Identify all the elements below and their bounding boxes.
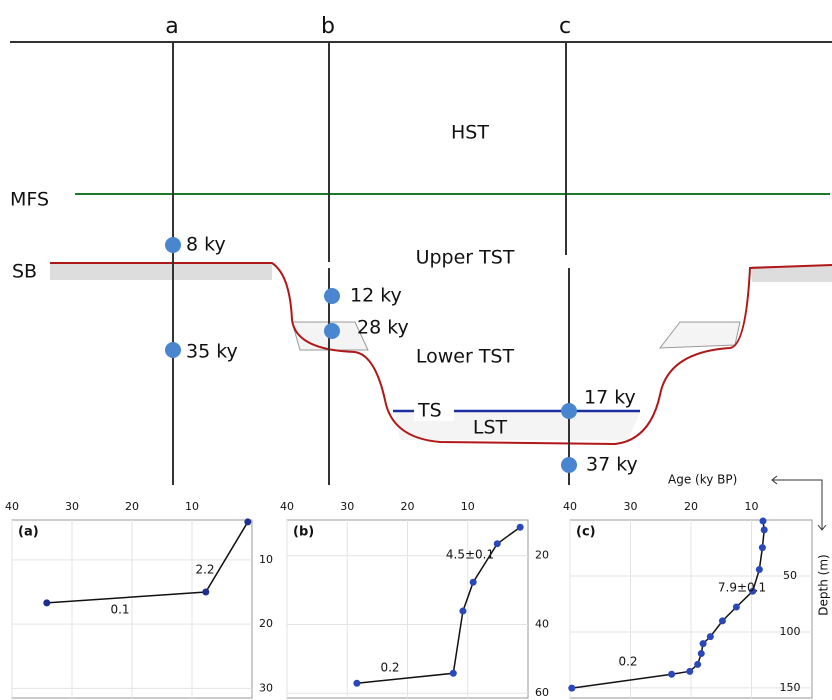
panel-label: (b) (293, 525, 314, 540)
surface-label: MFS (10, 189, 49, 211)
unit-label: Lower TST (416, 346, 515, 368)
x-tick-label: 10 (745, 500, 759, 513)
sample-age: 12 ky (350, 285, 402, 307)
age-point (759, 544, 766, 551)
y-tick-label: 10 (259, 553, 273, 566)
x-tick-label: 30 (65, 500, 79, 513)
x-tick-label: 30 (340, 500, 354, 513)
sample-age: 17 ky (584, 387, 636, 409)
rate-label: 4.5±0.1 (446, 548, 494, 562)
panel-label: (a) (18, 525, 39, 540)
age-point (494, 540, 501, 547)
age-point (686, 668, 693, 675)
rate-label: 0.2 (618, 655, 637, 669)
age-point (698, 650, 705, 657)
column-label: a (165, 14, 178, 39)
x-tick-label: 20 (401, 500, 415, 513)
rate-label: 0.2 (380, 661, 399, 675)
x-tick-label: 30 (624, 500, 638, 513)
sample-age: 8 ky (186, 234, 226, 256)
sample-age: 37 ky (586, 454, 638, 476)
x-tick-label: 10 (461, 500, 475, 513)
age-point (568, 685, 575, 692)
age-point (700, 640, 707, 647)
age-point (707, 633, 714, 640)
y-tick-label: 40 (535, 617, 549, 630)
column-label: b (321, 14, 335, 39)
age-point (353, 680, 360, 687)
y-axis-title: Depth (m) (817, 554, 831, 615)
y-tick-label: 20 (535, 549, 549, 562)
age-point (43, 599, 50, 606)
y-tick-label: 150 (780, 681, 801, 694)
unit-label: Upper TST (416, 247, 515, 269)
surface-label: TS (417, 400, 442, 422)
x-tick-label: 40 (5, 500, 19, 513)
age-point (756, 566, 763, 573)
age-point (719, 617, 726, 624)
sample-age: 35 ky (186, 341, 238, 363)
age-point (668, 671, 675, 678)
x-tick-label: 20 (684, 500, 698, 513)
unit-label: HST (451, 122, 489, 144)
age-point (759, 518, 766, 525)
unit-label: LST (473, 417, 508, 439)
x-tick-label: 10 (185, 500, 199, 513)
rate-label: 2.2 (195, 563, 214, 577)
y-tick-label: 100 (780, 625, 801, 638)
x-tick-label: 40 (563, 500, 577, 513)
y-tick-label: 20 (259, 617, 273, 630)
y-tick-label: 60 (535, 686, 549, 699)
x-axis-title: Age (ky BP) (668, 473, 737, 487)
y-tick-label: 30 (259, 681, 273, 694)
column-label: c (559, 14, 571, 39)
rate-label: 7.9±0.1 (718, 581, 766, 595)
sample-age: 28 ky (357, 317, 409, 339)
y-tick-label: 50 (783, 569, 797, 582)
x-tick-label: 20 (125, 500, 139, 513)
age-point (517, 524, 524, 531)
age-point (450, 670, 457, 677)
age-point (470, 579, 477, 586)
age-point (202, 588, 209, 595)
x-tick-label: 40 (280, 500, 294, 513)
panel-label: (c) (576, 525, 596, 540)
age-point (761, 526, 768, 533)
age-point (244, 518, 251, 525)
age-point (733, 603, 740, 610)
surface-label: SB (12, 261, 37, 283)
figure: a b c MFS SB TS HST Upper TST Lower TST … (0, 0, 832, 700)
rate-label: 0.1 (110, 603, 129, 617)
age-point (459, 608, 466, 615)
age-point (694, 661, 701, 668)
